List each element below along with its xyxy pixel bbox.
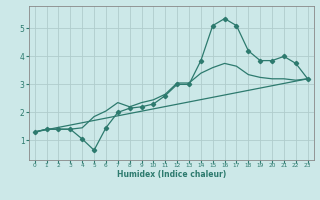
- X-axis label: Humidex (Indice chaleur): Humidex (Indice chaleur): [116, 170, 226, 179]
